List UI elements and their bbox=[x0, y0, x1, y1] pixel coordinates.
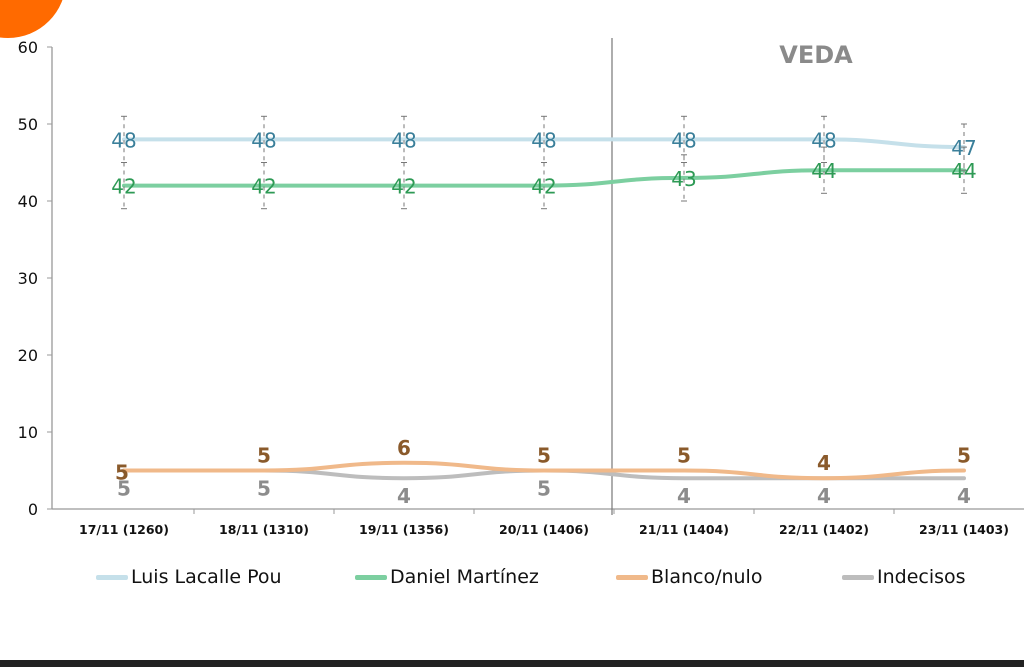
series-line-luis-lacalle-pou bbox=[122, 137, 966, 150]
legend-item: Blanco/nulo bbox=[616, 566, 762, 588]
y-tick-label: 60 bbox=[18, 38, 38, 57]
legend-label: Daniel Martínez bbox=[390, 566, 539, 588]
data-label: 42 bbox=[531, 175, 556, 199]
data-label: 4 bbox=[817, 451, 831, 475]
legend-item: Indecisos bbox=[842, 566, 966, 588]
legend-label: Indecisos bbox=[877, 566, 966, 588]
data-label: 48 bbox=[111, 128, 136, 152]
data-label: 6 bbox=[397, 436, 411, 460]
data-label: 4 bbox=[677, 484, 691, 508]
data-label: 48 bbox=[531, 128, 556, 152]
legend-item: Luis Lacalle Pou bbox=[96, 566, 282, 588]
data-label: 5 bbox=[257, 477, 271, 501]
x-tick-label: 22/11 (1402) bbox=[779, 522, 869, 537]
x-tick-label: 21/11 (1404) bbox=[639, 522, 729, 537]
y-tick-label: 30 bbox=[18, 269, 38, 288]
data-label: 4 bbox=[397, 484, 411, 508]
y-tick-label: 50 bbox=[18, 115, 38, 134]
bottom-bar bbox=[0, 660, 1024, 667]
legend: Luis Lacalle Pou Daniel Martínez Blanco/nu… bbox=[0, 566, 1024, 596]
veda-annotation: VEDA bbox=[779, 41, 853, 69]
legend-label: Blanco/nulo bbox=[651, 566, 763, 588]
data-label: 42 bbox=[251, 175, 276, 199]
x-tick-label: 23/11 (1403) bbox=[919, 522, 1009, 537]
y-tick-label: 40 bbox=[18, 192, 38, 211]
data-label: 5 bbox=[677, 444, 691, 468]
data-label: 5 bbox=[957, 444, 971, 468]
legend-label: Luis Lacalle Pou bbox=[131, 566, 282, 588]
data-label: 42 bbox=[391, 175, 416, 199]
x-tick-label: 19/11 (1356) bbox=[359, 522, 449, 537]
data-label: 5 bbox=[537, 444, 551, 468]
data-label: 48 bbox=[391, 128, 416, 152]
data-label: 48 bbox=[671, 128, 696, 152]
data-label: 5 bbox=[117, 477, 131, 501]
y-tick-label: 20 bbox=[18, 346, 38, 365]
legend-swatch bbox=[842, 574, 874, 580]
x-tick-label: 18/11 (1310) bbox=[219, 522, 309, 537]
data-label: 43 bbox=[671, 167, 696, 191]
x-tick-label: 20/11 (1406) bbox=[499, 522, 589, 537]
data-label: 48 bbox=[251, 128, 276, 152]
data-label: 44 bbox=[811, 159, 836, 183]
data-label: 4 bbox=[817, 484, 831, 508]
x-tick-label: 17/11 (1260) bbox=[79, 522, 169, 537]
series-line-blanco-nulo bbox=[122, 460, 966, 481]
y-tick-label: 0 bbox=[28, 500, 38, 519]
legend-item: Daniel Martínez bbox=[355, 566, 539, 588]
data-label: 42 bbox=[111, 175, 136, 199]
corner-decoration bbox=[0, 0, 63, 38]
data-label: 5 bbox=[115, 461, 129, 485]
data-label: 5 bbox=[537, 477, 551, 501]
y-tick-label: 10 bbox=[18, 423, 38, 442]
legend-swatch bbox=[355, 574, 387, 580]
series-line-daniel-mart-nez bbox=[122, 168, 966, 188]
legend-swatch bbox=[616, 574, 648, 580]
legend-swatch bbox=[96, 574, 128, 580]
data-label: 44 bbox=[951, 159, 976, 183]
data-label: 5 bbox=[257, 444, 271, 468]
data-label: 4 bbox=[957, 484, 971, 508]
